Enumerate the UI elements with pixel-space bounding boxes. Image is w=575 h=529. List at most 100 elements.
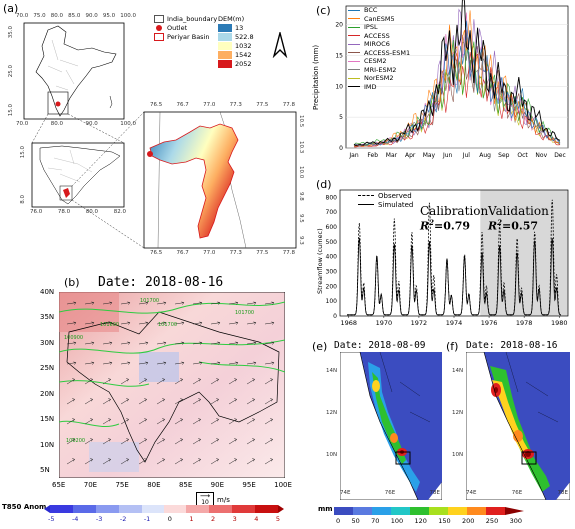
legend-line-icon [348,60,360,62]
wind-vector-head [127,361,131,365]
panel-a-small-y-ticks: 15.0 8.0 [20,146,26,204]
wind-vector-head [91,301,95,305]
tick: 100.0 [120,13,136,19]
tick: 80.0 [85,209,99,215]
legend-label: CESM2 [364,57,387,66]
wind-vector [210,302,220,305]
wind-vector-head [271,361,275,365]
wind-vector [66,419,75,425]
wind-vector-head [73,301,77,305]
wind-vector [228,459,237,465]
tick: 80.0 [50,13,63,19]
tick: 85.0 [68,13,81,19]
panel-e-y-ticks: 14N 12N 10N [326,368,337,458]
dem-level: 522.8 [218,32,254,41]
wind-vector-head [252,438,255,442]
colorbar-cell [353,507,373,515]
tick: 15.0 [20,146,26,159]
tick: 14N [452,368,464,374]
tick: 100.0 [120,121,136,127]
wind-vector-head [127,301,131,305]
dem-level: 1032 [218,41,254,50]
tick: 35.0 [8,26,14,39]
wind-vector-head [180,398,183,402]
wind-vector [66,399,75,405]
wind-vector-head [199,341,203,345]
tick: 76.7 [176,102,189,108]
tick: 10N [40,440,55,449]
wind-vector [84,459,93,465]
panel-c-legend: BCC CanESM5 IPSL ACCESS MIROC6 ACCESS-ESM1 CES… [348,6,410,91]
tick: 70E [83,481,98,489]
wind-vector [210,322,220,325]
wind-vector-head [181,341,185,345]
wind-vector [102,439,111,445]
wind-vector-head [234,398,237,402]
wind-vector [174,419,183,425]
legend-label: India_boundary [167,14,218,23]
wind-vector [66,459,75,465]
dem-level: 1542 [218,50,254,59]
legend-line-icon [348,86,360,88]
wind-vector [84,399,93,405]
wind-vector [210,379,219,385]
wind-vector-head [72,438,75,442]
wind-vector [264,302,274,305]
wind-vector-head [108,398,111,402]
y-tick-label: 5 [339,114,343,121]
tick: 70 [371,517,380,525]
tick: 76.5 [150,250,163,256]
x-tick-label: 1980 [551,319,568,327]
legend-line-icon [348,9,360,11]
wind-vector-head [72,458,75,462]
wind-vector [138,379,147,385]
tick: 77.3 [229,102,242,108]
wind-vector-head [109,321,113,325]
dem-swatch [218,41,232,50]
y-tick-label: 300 [326,269,338,276]
panel-e-letter: (e) [312,340,328,353]
legend-label: Outlet [167,23,188,32]
wind-vector-head [252,378,255,382]
panel-d-legend: Observed Simulated [358,191,413,209]
wind-vector [246,399,255,405]
wind-vector-head [72,398,75,402]
colorbar-cell [486,507,506,515]
colorbar-cell [505,507,524,515]
wind-vector [246,362,256,365]
tick: 95.0 [102,13,116,19]
validation-r2: R2=0.57 [488,218,539,233]
x-tick-label: Aug [479,152,491,159]
panel-a-letter: (a) [3,2,19,15]
contour-label: 101700 [158,322,178,328]
wind-vector-head [270,458,273,462]
wind-vector [84,342,94,345]
legend-entry: CESM2 [348,57,410,66]
y-tick-label: 20 [335,22,343,29]
tick: 78E [557,490,568,496]
tick: 77.0 [203,102,216,108]
x-tick-label: Sep [498,152,510,159]
x-tick-label: 1978 [516,319,533,327]
tick: 9.5 [298,214,304,223]
y-tick-label: 15 [335,52,343,59]
wind-vector [192,362,202,365]
wind-vector [84,439,93,445]
wind-vector-head [252,458,255,462]
panel-b-title: Date: 2018-08-16 [98,275,224,290]
series-line-access [353,51,561,148]
wind-vector-head [145,301,149,305]
wind-vector-head [162,438,165,442]
dem-level-label: 2052 [235,59,252,68]
legend-observed: Observed [358,191,413,200]
wind-vector [138,439,147,445]
wind-vector-head [145,361,149,365]
legend-label: CanESM5 [364,14,395,23]
y-tick-label: 400 [326,254,338,261]
calibration-r2: R2=0.79 [420,218,471,233]
dem-swatch [218,50,232,59]
wind-vector [120,322,130,325]
wind-vector [210,362,220,365]
panel-a-bottom-ticks: 70.0 80.0 90.0 100.0 [16,121,136,127]
wind-vector [174,439,183,445]
